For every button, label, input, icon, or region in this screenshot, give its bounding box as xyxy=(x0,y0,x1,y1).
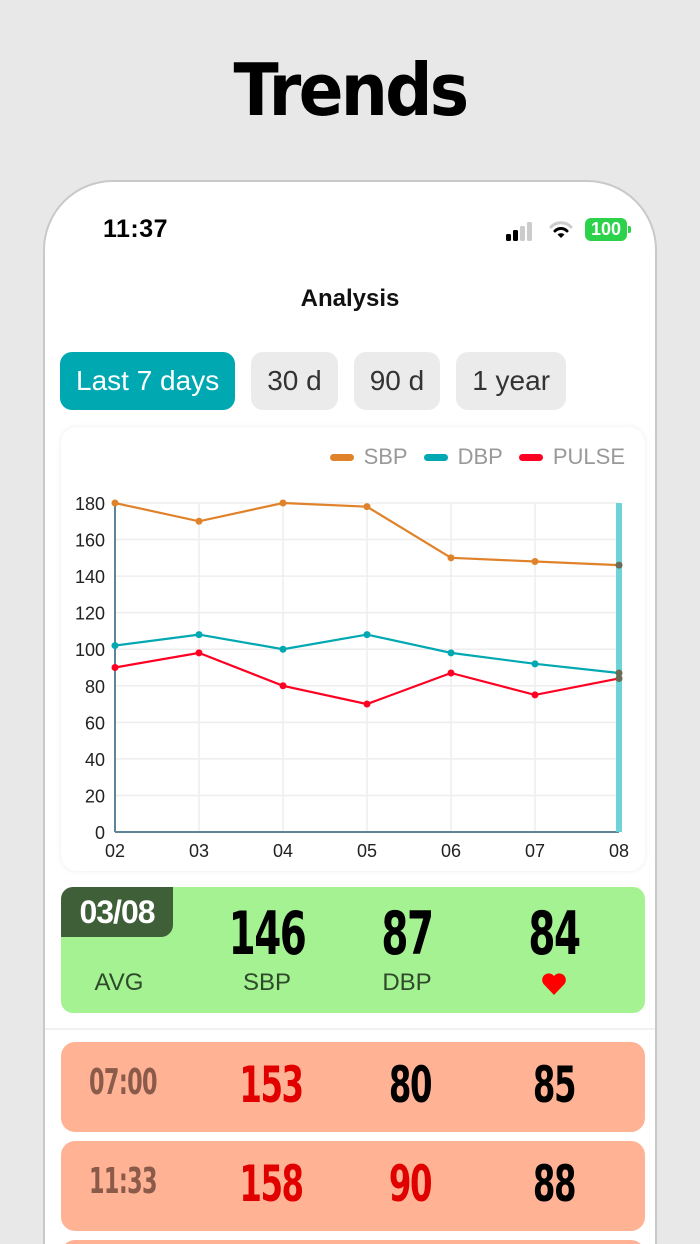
x-tick-label: 04 xyxy=(273,841,293,861)
tab-90-days[interactable]: 90 d xyxy=(353,352,441,410)
data-point[interactable] xyxy=(615,561,623,569)
reading-sbp: 153 xyxy=(239,1056,304,1114)
selected-day-indicator[interactable] xyxy=(616,503,622,832)
sbp-swatch-icon xyxy=(329,453,354,461)
data-point[interactable] xyxy=(111,664,119,671)
y-tick-label: 80 xyxy=(85,677,105,697)
status-bar: 11:37 100 xyxy=(45,212,655,252)
data-point[interactable] xyxy=(279,499,287,507)
reading-pulse: 85 xyxy=(532,1056,577,1114)
tab-30-days[interactable]: 30 d xyxy=(251,352,338,410)
dbp-swatch-icon xyxy=(423,453,448,461)
data-point[interactable] xyxy=(615,674,623,682)
data-point[interactable] xyxy=(447,554,455,562)
status-time: 11:37 xyxy=(103,215,169,243)
x-tick-label: 03 xyxy=(189,841,209,861)
data-point[interactable] xyxy=(279,645,287,653)
reading-sbp: 158 xyxy=(239,1155,304,1213)
y-tick-label: 40 xyxy=(85,750,105,770)
avg-label: AVG xyxy=(94,969,144,996)
data-point[interactable] xyxy=(615,669,623,677)
y-tick-label: 120 xyxy=(75,604,105,624)
data-point[interactable] xyxy=(195,649,203,657)
y-tick-label: 60 xyxy=(85,713,105,733)
avg-dbp-label: DBP xyxy=(382,969,432,996)
legend-item-sbp[interactable]: SBP xyxy=(329,444,408,470)
legend-item-pulse[interactable]: PULSE xyxy=(518,444,625,470)
legend-item-dbp[interactable]: DBP xyxy=(423,444,503,470)
data-point[interactable] xyxy=(531,557,539,565)
x-tick-label: 06 xyxy=(441,841,461,861)
data-point[interactable] xyxy=(447,669,455,677)
tab-1-year[interactable]: 1 year xyxy=(456,352,567,410)
reading-row-partial[interactable] xyxy=(61,1240,645,1244)
data-point[interactable] xyxy=(111,642,119,650)
reading-row[interactable]: 07:00 153 80 85 xyxy=(61,1042,645,1132)
data-point[interactable] xyxy=(195,517,203,525)
data-point[interactable] xyxy=(447,649,455,657)
divider xyxy=(45,1028,655,1030)
range-tabs: Last 7 days 30 d 90 d 1 year xyxy=(60,352,567,410)
data-point[interactable] xyxy=(531,660,539,668)
x-tick-label: 07 xyxy=(525,841,545,861)
reading-time: 11:33 xyxy=(89,1161,158,1202)
promo-title: Trends xyxy=(233,48,470,132)
trend-line-chart[interactable]: 0 20 40 60 80 100 120 140 160 180 02 03 04 05 06 07 08 xyxy=(61,427,645,871)
tab-last-7-days[interactable]: Last 7 days xyxy=(60,352,236,410)
data-point[interactable] xyxy=(195,631,203,639)
data-point[interactable] xyxy=(363,631,371,639)
y-tick-label: 180 xyxy=(75,494,105,514)
pulse-swatch-icon xyxy=(518,453,543,461)
avg-pulse-value: 84 xyxy=(528,899,581,969)
avg-dbp-value: 87 xyxy=(381,899,434,969)
y-tick-label: 20 xyxy=(85,786,105,806)
x-tick-label: 02 xyxy=(105,841,125,861)
data-point[interactable] xyxy=(363,700,371,708)
x-tick-label: 08 xyxy=(609,841,629,861)
data-point[interactable] xyxy=(111,499,119,507)
avg-sbp-value: 146 xyxy=(228,899,307,969)
reading-row[interactable]: 11:33 158 90 88 xyxy=(61,1141,645,1231)
data-point[interactable] xyxy=(363,503,371,511)
trend-chart-card[interactable]: 0 20 40 60 80 100 120 140 160 180 02 03 04 05 06 07 08 S… xyxy=(61,427,645,871)
avg-sbp-label: SBP xyxy=(242,969,292,996)
legend-label-pulse: PULSE xyxy=(552,444,625,469)
x-tick-label: 05 xyxy=(357,841,377,861)
legend-label-dbp: DBP xyxy=(457,444,503,469)
reading-pulse: 88 xyxy=(532,1155,577,1213)
cellular-signal-icon xyxy=(506,221,538,241)
data-point[interactable] xyxy=(531,691,539,699)
reading-dbp: 90 xyxy=(388,1155,433,1213)
heart-icon xyxy=(542,973,566,995)
battery-icon: 100 xyxy=(585,218,631,241)
reading-dbp: 80 xyxy=(388,1056,433,1114)
chart-legend: SBP DBP PULSE xyxy=(329,444,625,470)
average-date-badge: 03/08 xyxy=(61,887,173,937)
battery-level: 100 xyxy=(590,219,622,239)
wifi-icon xyxy=(549,221,573,238)
y-tick-label: 160 xyxy=(75,531,105,551)
data-point[interactable] xyxy=(279,682,287,690)
y-tick-label: 100 xyxy=(75,640,105,660)
phone-frame: 11:37 100 Analysis Last 7 days 30 d 90 d… xyxy=(43,180,657,1244)
legend-label-sbp: SBP xyxy=(363,444,408,469)
y-tick-label: 0 xyxy=(95,823,105,843)
average-summary-card[interactable]: 03/08 AVG 146 SBP 87 DBP 84 xyxy=(61,887,645,1013)
reading-time: 07:00 xyxy=(89,1062,158,1103)
page-title: Analysis xyxy=(300,285,400,312)
y-tick-label: 140 xyxy=(75,567,105,587)
